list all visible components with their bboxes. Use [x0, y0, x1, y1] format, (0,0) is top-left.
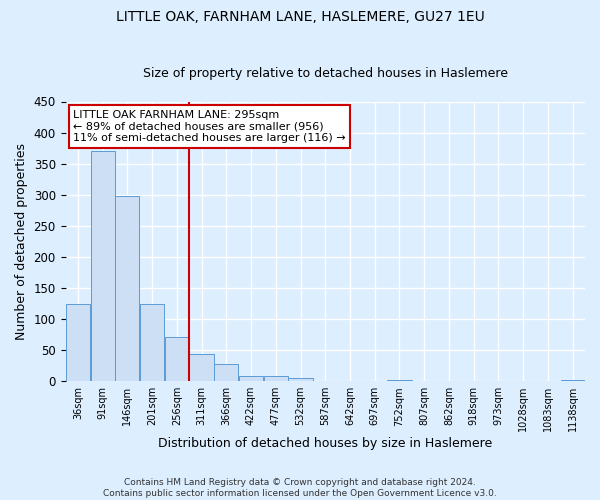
Bar — [289, 378, 313, 381]
Bar — [461, 380, 486, 381]
Y-axis label: Number of detached properties: Number of detached properties — [15, 143, 28, 340]
Bar — [91, 151, 115, 381]
Bar — [511, 380, 535, 381]
Bar — [140, 304, 164, 381]
X-axis label: Distribution of detached houses by size in Haslemere: Distribution of detached houses by size … — [158, 437, 493, 450]
Title: Size of property relative to detached houses in Haslemere: Size of property relative to detached ho… — [143, 66, 508, 80]
Bar — [560, 380, 585, 381]
Bar — [165, 337, 189, 381]
Text: LITTLE OAK, FARNHAM LANE, HASLEMERE, GU27 1EU: LITTLE OAK, FARNHAM LANE, HASLEMERE, GU2… — [116, 10, 484, 24]
Bar — [214, 364, 238, 381]
Bar — [190, 354, 214, 381]
Bar — [115, 196, 139, 381]
Text: LITTLE OAK FARNHAM LANE: 295sqm
← 89% of detached houses are smaller (956)
11% o: LITTLE OAK FARNHAM LANE: 295sqm ← 89% of… — [73, 110, 346, 143]
Bar — [66, 304, 90, 381]
Bar — [263, 376, 288, 381]
Bar — [239, 376, 263, 381]
Text: Contains HM Land Registry data © Crown copyright and database right 2024.
Contai: Contains HM Land Registry data © Crown c… — [103, 478, 497, 498]
Bar — [388, 380, 412, 381]
